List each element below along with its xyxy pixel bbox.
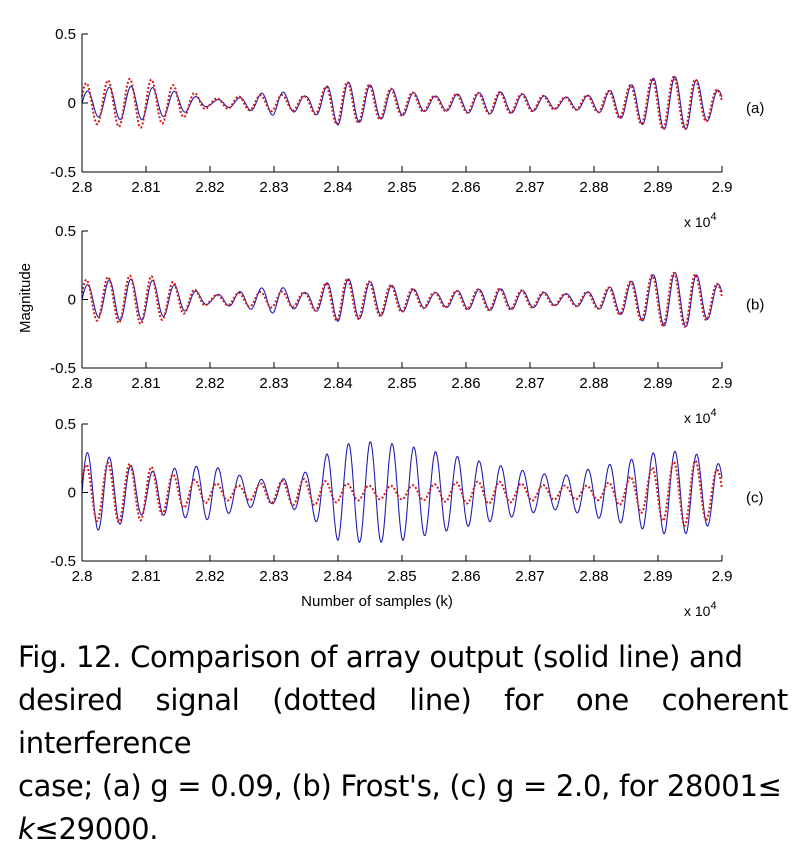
y-tick-label: -0.5 <box>50 360 76 377</box>
x-tick-label: 2.8 <box>72 568 93 585</box>
x-tick-label: 2.83 <box>259 179 288 196</box>
y-tick-label: 0 <box>68 95 76 112</box>
x-tick-label: 2.89 <box>643 568 672 585</box>
x-tick-label: 2.81 <box>131 568 160 585</box>
y-tick-label: -0.5 <box>50 553 76 570</box>
x-tick-label: 2.85 <box>387 179 416 196</box>
caption-line-3: case; (a) g = 0.09, (b) Frost's, (c) g =… <box>18 769 782 803</box>
panel-label: (a) <box>746 100 764 117</box>
x-tick-label: 2.83 <box>259 568 288 585</box>
y-tick-label: 0 <box>68 292 76 309</box>
x-axis-multiplier-exponent: 4 <box>710 211 716 223</box>
x-tick-label: 2.86 <box>451 375 480 392</box>
x-tick-label: 2.85 <box>387 375 416 392</box>
x-tick-label: 2.84 <box>323 375 352 392</box>
x-axis-multiplier: x 104 <box>684 211 717 230</box>
y-tick-label: 0.5 <box>55 26 76 43</box>
series-dotted-line <box>81 271 723 328</box>
caption-line-4: k≤29000. <box>18 808 788 851</box>
x-tick-label: 2.88 <box>579 568 608 585</box>
x-tick-label: 2.9 <box>712 179 733 196</box>
x-tick-label: 2.89 <box>643 375 672 392</box>
x-axis-multiplier: x 104 <box>684 407 717 426</box>
y-tick-label: 0 <box>68 485 76 502</box>
x-tick-label: 2.88 <box>579 179 608 196</box>
x-tick-label: 2.87 <box>515 568 544 585</box>
x-tick-label: 2.87 <box>515 375 544 392</box>
panel-label: (b) <box>746 297 764 314</box>
x-tick-label: 2.82 <box>195 568 224 585</box>
x-tick-label: 2.81 <box>131 179 160 196</box>
chart-panel-1: 0.5 0 -0.52.8 2.81 2.82 2.83 2.84 2.85 2.86 2.87 2… <box>50 26 764 230</box>
x-tick-label: 2.86 <box>451 179 480 196</box>
x-tick-label: 2.81 <box>131 375 160 392</box>
y-tick-label: 0.5 <box>55 416 76 433</box>
x-tick-label: 2.86 <box>451 568 480 585</box>
caption-variable-k: k <box>18 812 35 846</box>
figure-caption: Fig. 12. Comparison of array output (sol… <box>18 636 788 851</box>
x-tick-label: 2.84 <box>323 568 352 585</box>
panel-label: (c) <box>746 490 764 507</box>
x-tick-label: 2.84 <box>323 179 352 196</box>
x-tick-label: 2.9 <box>712 568 733 585</box>
y-tick-label: 0.5 <box>55 223 76 240</box>
x-axis-multiplier: x 104 <box>684 600 717 619</box>
x-axis-multiplier-exponent: 4 <box>710 407 716 419</box>
caption-line-4-rest: ≤29000. <box>34 812 159 846</box>
x-tick-label: 2.82 <box>195 375 224 392</box>
series-solid-line <box>81 441 723 544</box>
x-tick-label: 2.8 <box>72 179 93 196</box>
chart-panel-3: 0.5 0 -0.52.8 2.81 2.82 2.83 2.84 2.85 2.86 2.87 2… <box>50 416 763 619</box>
figure: Magnitude 0.50-0.52.8 2.81 2.82 2.83 2.84 2.8… <box>17 26 764 619</box>
chart-panel-2: 0.5 0 -0.52.8 2.81 2.82 2.83 2.84 2.85 2.86 2.87 2… <box>50 223 764 426</box>
x-tick-label: 2.8 <box>72 375 93 392</box>
x-axis-label: Number of samples (k) <box>301 593 453 610</box>
series-dotted-line <box>81 75 723 131</box>
x-tick-label: 2.88 <box>579 375 608 392</box>
caption-line-1: Fig. 12. Comparison of array output (sol… <box>18 640 743 674</box>
x-tick-label: 2.85 <box>387 568 416 585</box>
x-tick-label: 2.89 <box>643 179 672 196</box>
x-tick-label: 2.83 <box>259 375 288 392</box>
x-tick-label: 2.9 <box>712 375 733 392</box>
y-axis-label: Magnitude <box>17 263 34 333</box>
x-tick-label: 2.87 <box>515 179 544 196</box>
caption-line-2: desired signal (dotted line) for one coh… <box>18 683 788 760</box>
y-tick-label: -0.5 <box>50 164 76 181</box>
series-solid-line <box>81 76 723 130</box>
x-tick-label: 2.82 <box>195 179 224 196</box>
x-axis-multiplier-exponent: 4 <box>710 600 716 612</box>
